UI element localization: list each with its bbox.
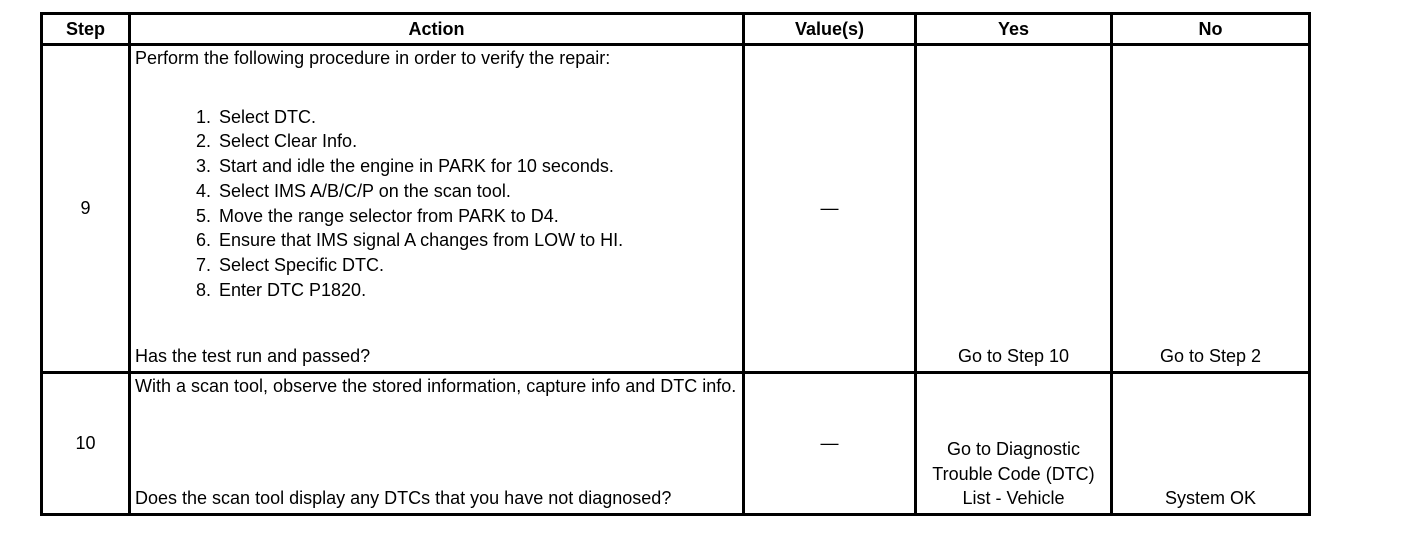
item-text: Select DTC. — [219, 106, 317, 127]
action-intro: With a scan tool, observe the stored inf… — [135, 376, 737, 396]
header-no: No — [1110, 12, 1311, 46]
value-cell: — — [742, 371, 917, 516]
header-values: Value(s) — [742, 12, 917, 46]
step-number: 9 — [40, 43, 131, 374]
item-number: 8. — [195, 279, 211, 300]
list-item: 8. Enter DTC P1820. — [135, 278, 738, 303]
procedure-list: 1. Select DTC. 2. Select Clear Info. 3. Sta… — [135, 105, 738, 303]
list-item: 2. Select Clear Info. — [135, 129, 738, 154]
item-text: Select IMS A/B/C/P on the scan tool. — [219, 180, 511, 201]
step-number: 10 — [40, 371, 131, 516]
table-row: 9 Perform the following procedure in ord… — [40, 43, 1311, 374]
item-number: 7. — [195, 254, 211, 275]
list-item: 6. Ensure that IMS signal A changes from … — [135, 228, 738, 253]
item-text: Enter DTC P1820. — [219, 279, 367, 300]
item-number: 5. — [195, 205, 211, 226]
header-step: Step — [40, 12, 131, 46]
item-text: Select Clear Info. — [219, 131, 358, 152]
item-text: Ensure that IMS signal A changes from LO… — [219, 230, 624, 251]
header-row: Step Action Value(s) Yes No — [40, 12, 1311, 46]
yes-cell: Go to Diagnostic Trouble Code (DTC) List… — [914, 371, 1113, 516]
item-text: Move the range selector from PARK to D4. — [219, 205, 559, 226]
item-number: 6. — [195, 230, 211, 251]
item-number: 4. — [195, 180, 211, 201]
no-cell: Go to Step 2 — [1110, 43, 1311, 374]
action-cell: Perform the following procedure in order… — [128, 43, 745, 374]
table-row: 10 With a scan tool, observe the stored … — [40, 371, 1311, 516]
action-intro: Perform the following procedure in order… — [135, 48, 611, 68]
list-item: 7. Select Specific DTC. — [135, 253, 738, 278]
value-cell: — — [742, 43, 917, 374]
header-action: Action — [128, 12, 745, 46]
list-item: 5. Move the range selector from PARK to D… — [135, 204, 738, 229]
action-cell: With a scan tool, observe the stored inf… — [128, 371, 745, 516]
item-number: 2. — [195, 131, 211, 152]
item-number: 1. — [195, 106, 211, 127]
item-number: 3. — [195, 156, 211, 177]
no-cell: System OK — [1110, 371, 1311, 516]
item-text: Select Specific DTC. — [219, 254, 385, 275]
action-question: Does the scan tool display any DTCs that… — [135, 488, 672, 509]
list-item: 3. Start and idle the engine in PARK for … — [135, 154, 738, 179]
diagnostic-table: Step Action Value(s) Yes No 9 Perform th… — [40, 12, 1311, 516]
list-item: 1. Select DTC. — [135, 105, 738, 130]
action-question: Has the test run and passed? — [135, 346, 371, 367]
list-item: 4. Select IMS A/B/C/P on the scan tool. — [135, 179, 738, 204]
header-yes: Yes — [914, 12, 1113, 46]
item-text: Start and idle the engine in PARK for 10… — [219, 156, 614, 177]
yes-cell: Go to Step 10 — [914, 43, 1113, 374]
